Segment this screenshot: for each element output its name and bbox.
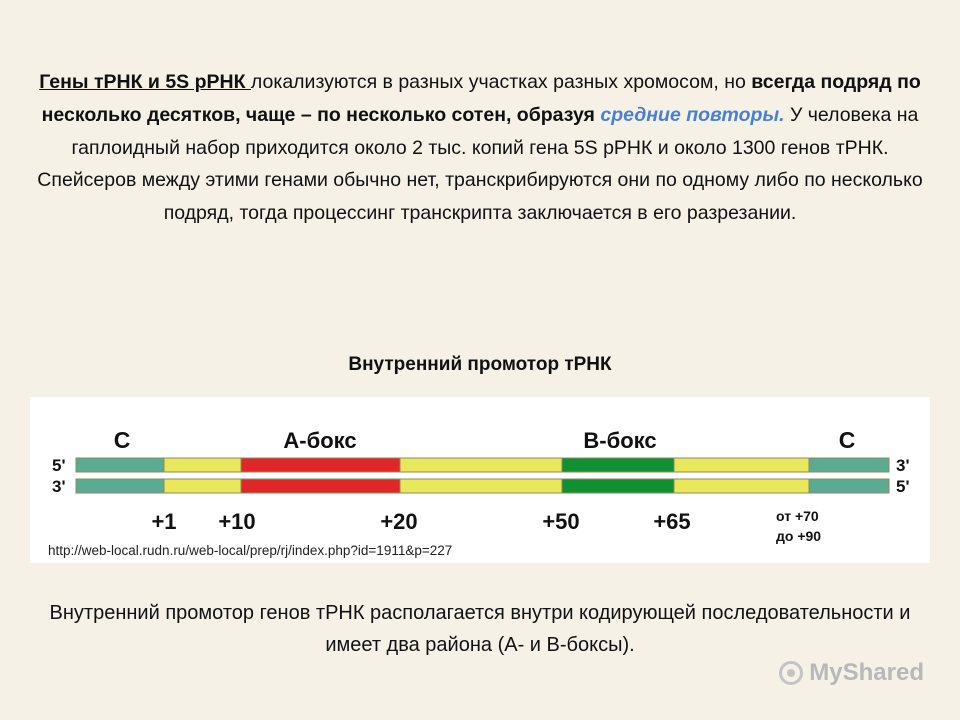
top-green-b-box xyxy=(561,457,675,473)
myshared-logo-icon xyxy=(779,661,804,685)
middle-repeats-term: средние повторы. xyxy=(600,103,785,126)
label-c-left: С xyxy=(114,427,131,453)
strand-label-bottom-right: 5' xyxy=(896,477,910,496)
bottom-yellow-3 xyxy=(673,478,810,494)
bottom-yellow-2 xyxy=(399,478,563,494)
watermark-logo: MyShared xyxy=(779,659,924,687)
bottom-green-b-box xyxy=(561,478,675,494)
position-p20: +20 xyxy=(380,509,417,534)
bottom-teal-left xyxy=(75,478,165,494)
strand-label-top-left: 5' xyxy=(52,456,66,475)
top-yellow-1 xyxy=(163,457,242,473)
top-yellow-2 xyxy=(399,457,563,473)
intro-paragraph: Гены тРНК и 5S рРНК локализуются в разны… xyxy=(30,66,930,230)
paragraph-text-2: У человека на гаплоидный набор приходитс… xyxy=(37,103,923,225)
position-p65: +65 xyxy=(653,509,690,534)
position-to90: до +90 xyxy=(776,528,821,544)
label-a-box: А-бокс xyxy=(283,428,356,453)
diagram-title: Внутренний промотор тРНК xyxy=(348,354,612,375)
caption-text: Внутренний промотор генов тРНК располага… xyxy=(49,602,911,656)
top-strand xyxy=(75,457,890,473)
promoter-svg: С А-бокс В-бокс С 5' 3' 3' 5' +1 +10 +20… xyxy=(52,427,910,544)
paragraph-bold-1: всегда подряд по несколько десятков, чащ… xyxy=(41,71,921,126)
trna-promoter-diagram: С А-бокс В-бокс С 5' 3' 3' 5' +1 +10 +20… xyxy=(30,397,930,563)
bottom-strand xyxy=(75,478,890,494)
label-b-box: В-бокс xyxy=(583,428,656,453)
bottom-teal-right xyxy=(808,478,890,494)
bottom-yellow-1 xyxy=(163,478,242,494)
position-p1: +1 xyxy=(151,509,176,534)
genes-title: Гены тРНК и 5S рРНК xyxy=(39,71,251,93)
source-url: http://web-local.rudn.ru/web-local/prep/… xyxy=(48,543,453,558)
bottom-red-a-box xyxy=(240,478,401,494)
strand-label-bottom-left: 3' xyxy=(52,477,66,496)
label-c-right: С xyxy=(839,427,856,453)
position-from70: от +70 xyxy=(776,508,819,524)
top-teal-left xyxy=(75,457,165,473)
paragraph-text-1: локализуются в разных участках разных хр… xyxy=(250,71,752,93)
top-yellow-3 xyxy=(673,457,810,473)
top-teal-right xyxy=(808,457,890,473)
watermark-text: MyShared xyxy=(809,659,924,686)
position-p10: +10 xyxy=(218,509,255,534)
strand-label-top-right: 3' xyxy=(896,456,910,475)
position-p50: +50 xyxy=(542,509,579,534)
top-red-a-box xyxy=(240,457,401,473)
